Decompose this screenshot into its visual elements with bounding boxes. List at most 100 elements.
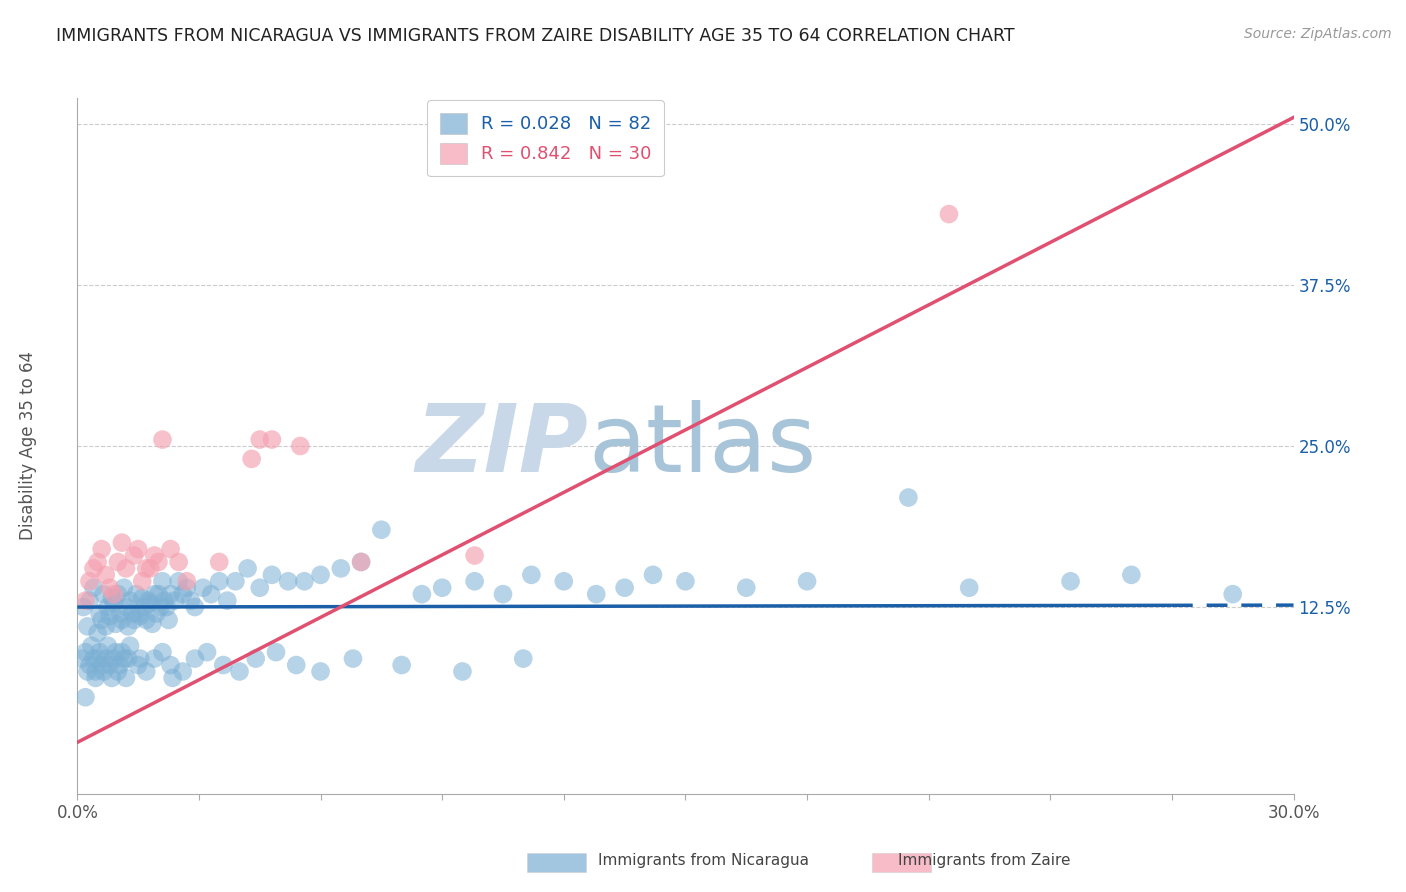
Point [195,645,218,659]
Point [1222,587,1244,601]
Point [101,591,124,605]
Point [152,645,174,659]
Point [957,581,980,595]
Point [70,651,93,665]
Point [159,587,181,601]
Text: Disability Age 35 to 64: Disability Age 35 to 64 [20,351,37,541]
Text: atlas: atlas [588,400,817,492]
Point [180,593,202,607]
Point [370,523,392,537]
Point [141,616,163,631]
Point [107,587,129,601]
Text: Immigrants from Zaire: Immigrants from Zaire [898,854,1070,868]
Point [512,651,534,665]
Text: Source: ZipAtlas.com: Source: ZipAtlas.com [1244,27,1392,41]
Point [148,587,170,601]
Point [184,651,207,665]
Point [520,567,543,582]
Point [103,587,125,601]
Point [107,665,129,679]
Point [191,581,214,595]
Point [411,587,433,601]
Point [292,574,315,589]
Point [159,542,181,557]
Point [89,645,111,659]
Point [155,600,177,615]
Point [115,671,138,685]
Point [224,574,246,589]
Point [152,433,174,447]
Point [350,555,373,569]
Point [131,591,153,605]
Point [127,542,149,557]
Point [163,593,186,607]
Point [127,658,149,673]
Point [208,555,231,569]
Text: Immigrants from Nicaragua: Immigrants from Nicaragua [598,854,808,868]
Point [117,619,139,633]
Point [553,574,575,589]
Point [228,665,250,679]
Point [108,658,131,673]
Point [249,581,271,595]
Point [93,587,115,601]
Point [94,619,117,633]
Point [217,593,239,607]
Point [938,207,960,221]
Point [897,491,920,505]
Point [122,549,145,563]
Point [135,613,157,627]
Point [97,639,120,653]
Point [153,593,176,607]
Point [451,665,474,679]
Point [260,433,283,447]
Point [103,596,125,610]
Point [149,600,172,615]
Legend: R = 0.028   N = 82, R = 0.842   N = 30: R = 0.028 N = 82, R = 0.842 N = 30 [427,100,664,177]
Point [464,574,486,589]
Point [136,593,159,607]
Point [131,574,153,589]
Point [1059,574,1081,589]
Point [464,549,486,563]
Point [76,665,98,679]
Point [167,555,190,569]
Point [107,555,129,569]
Point [143,651,166,665]
Point [285,658,308,673]
Point [111,645,134,659]
Point [129,609,152,624]
Point [492,587,515,601]
Point [143,587,166,601]
Point [309,665,332,679]
Point [125,587,148,601]
Point [115,600,138,615]
Point [117,651,139,665]
Point [89,607,111,621]
Point [98,658,121,673]
Point [675,574,697,589]
Point [118,639,141,653]
Point [86,555,108,569]
Point [391,658,413,673]
Point [83,561,105,575]
Point [135,665,157,679]
Point [98,609,121,624]
Point [83,651,105,665]
Point [184,600,207,615]
Point [139,561,162,575]
Point [86,651,108,665]
Point [75,593,97,607]
Point [122,613,145,627]
Point [236,561,259,575]
Point [152,574,174,589]
Point [176,581,198,595]
Point [735,581,758,595]
Point [260,567,283,582]
Point [245,651,267,665]
Point [83,581,105,595]
Point [157,613,180,627]
Point [75,690,97,705]
Point [121,607,143,621]
Point [277,574,299,589]
